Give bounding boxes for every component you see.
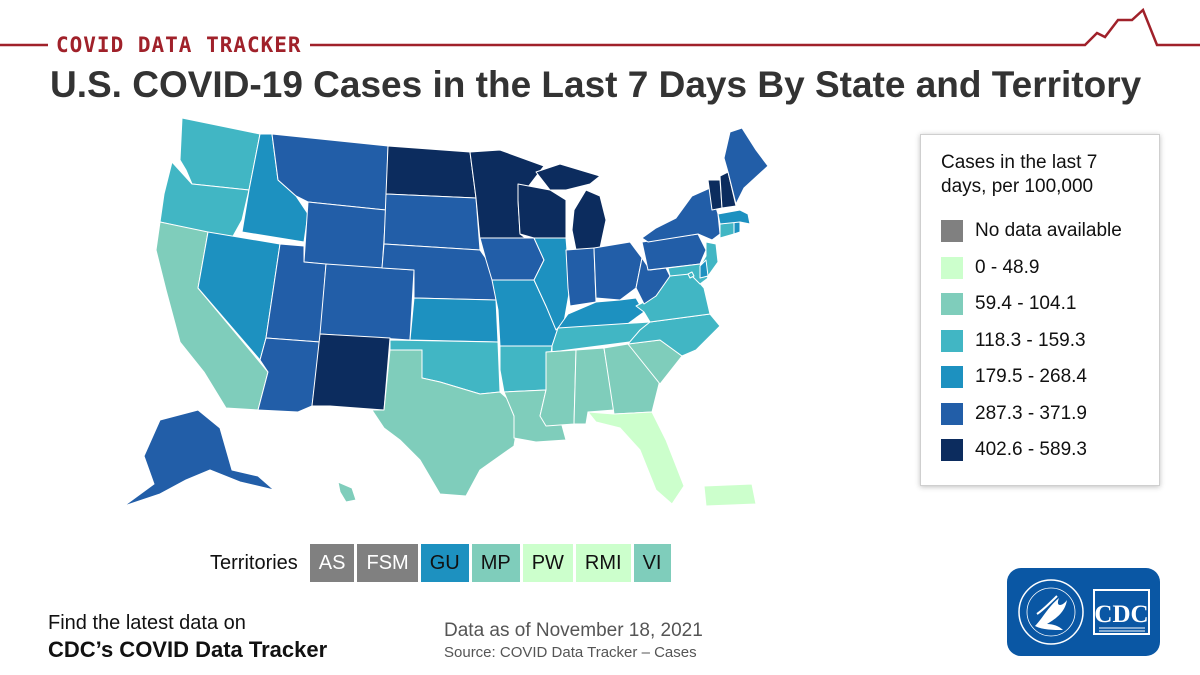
- state-WY: [303, 201, 387, 271]
- state-AK: [123, 409, 275, 507]
- legend-label: 0 - 48.9: [975, 256, 1040, 278]
- us-map: [123, 117, 769, 507]
- legend-item: 179.5 - 268.4: [941, 359, 1141, 396]
- state-WV: [635, 257, 671, 305]
- footer-cta: Find the latest data on CDC’s COVID Data…: [48, 612, 327, 663]
- legend-label: No data available: [975, 220, 1122, 242]
- legend-swatch: [941, 366, 963, 389]
- state-SD: [383, 193, 481, 251]
- legend-item: 402.6 - 589.3: [941, 432, 1141, 469]
- legend-swatch: [941, 439, 963, 462]
- state-OR: [159, 161, 250, 239]
- state-MA: [717, 209, 751, 225]
- hhs-eagle-icon: CDC: [1018, 579, 1150, 645]
- legend-swatch: [941, 256, 963, 279]
- legend-swatch: [941, 220, 963, 243]
- territory-box: MP: [471, 544, 520, 582]
- state-RI: [733, 221, 741, 235]
- state-OH: [593, 241, 643, 301]
- state-CO: [319, 263, 415, 341]
- svg-text:CDC: CDC: [1094, 601, 1148, 628]
- territories-label: Territories: [210, 551, 298, 574]
- legend-swatch: [941, 293, 963, 316]
- state-IN: [565, 247, 597, 307]
- state-TX: [371, 349, 521, 497]
- state-WI: [517, 183, 567, 239]
- legend-item: 0 - 48.9: [941, 250, 1141, 287]
- territory-box: PW: [522, 544, 573, 582]
- legend-item: 118.3 - 159.3: [941, 323, 1141, 360]
- footer-cta-line2: CDC’s COVID Data Tracker: [48, 637, 328, 662]
- state-ND: [385, 145, 477, 199]
- state-MI-upper: [535, 163, 601, 191]
- territories-row: Territories AS FSM GU MP PW RMI VI: [210, 544, 674, 582]
- data-date: Data as of November 18, 2021: [444, 620, 703, 641]
- legend-swatch: [941, 329, 963, 352]
- territory-box: VI: [633, 544, 671, 582]
- banner-label: COVID DATA TRACKER: [48, 33, 310, 57]
- territory-box: FSM: [357, 544, 418, 582]
- legend-item: No data available: [941, 213, 1141, 250]
- state-AR: [499, 345, 553, 393]
- legend-item: 59.4 - 104.1: [941, 286, 1141, 323]
- legend-label: 287.3 - 371.9: [975, 402, 1087, 424]
- state-HI: [337, 481, 357, 503]
- territory-box: AS: [309, 544, 355, 582]
- territory-box: GU: [420, 544, 469, 582]
- state-ME: [723, 127, 769, 205]
- legend-swatch: [941, 402, 963, 425]
- map-legend: Cases in the last 7 days, per 100,000 No…: [920, 134, 1160, 486]
- state-GA: [603, 343, 661, 415]
- state-NM: [311, 333, 391, 411]
- state-NY: [641, 187, 721, 243]
- legend-title: Cases in the last 7 days, per 100,000: [941, 152, 1098, 197]
- legend-item: 287.3 - 371.9: [941, 396, 1141, 433]
- footer-source: Data as of November 18, 2021 Source: COV…: [444, 620, 703, 661]
- territory-box: RMI: [575, 544, 631, 582]
- state-DE: [699, 259, 709, 279]
- legend-label: 59.4 - 104.1: [975, 293, 1077, 315]
- footer-cta-line1: Find the latest data on: [48, 612, 246, 634]
- state-NH: [719, 171, 737, 209]
- data-source: Source: COVID Data Tracker – Cases: [444, 644, 697, 661]
- state-NC: [627, 313, 721, 357]
- cdc-logo: CDC: [1007, 568, 1160, 656]
- state-MI-lower: [571, 189, 607, 251]
- banner-line: [0, 7, 1200, 47]
- legend-label: 118.3 - 159.3: [975, 329, 1086, 351]
- state-WA: [179, 117, 261, 191]
- state-PR: [703, 483, 757, 507]
- state-KS: [409, 297, 499, 343]
- page-title: U.S. COVID-19 Cases in the Last 7 Days B…: [50, 64, 1142, 105]
- state-DC: [687, 271, 695, 279]
- state-IA: [479, 237, 545, 281]
- legend-label: 179.5 - 268.4: [975, 366, 1087, 388]
- state-CT: [719, 221, 735, 239]
- legend-label: 402.6 - 589.3: [975, 439, 1087, 461]
- state-FL: [587, 411, 685, 505]
- state-AZ: [257, 337, 321, 413]
